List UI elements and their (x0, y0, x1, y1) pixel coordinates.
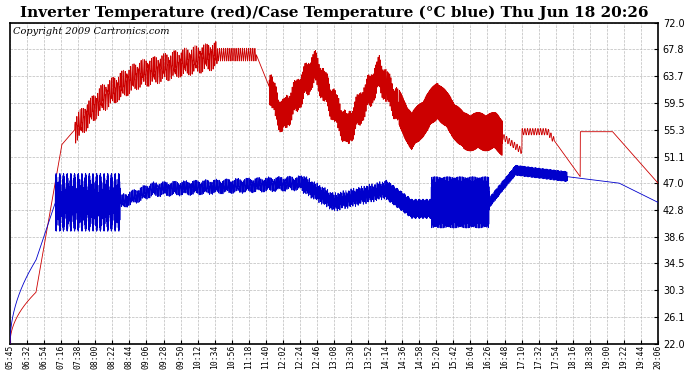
Text: Copyright 2009 Cartronics.com: Copyright 2009 Cartronics.com (13, 27, 170, 36)
Title: Inverter Temperature (red)/Case Temperature (°C blue) Thu Jun 18 20:26: Inverter Temperature (red)/Case Temperat… (20, 6, 649, 20)
